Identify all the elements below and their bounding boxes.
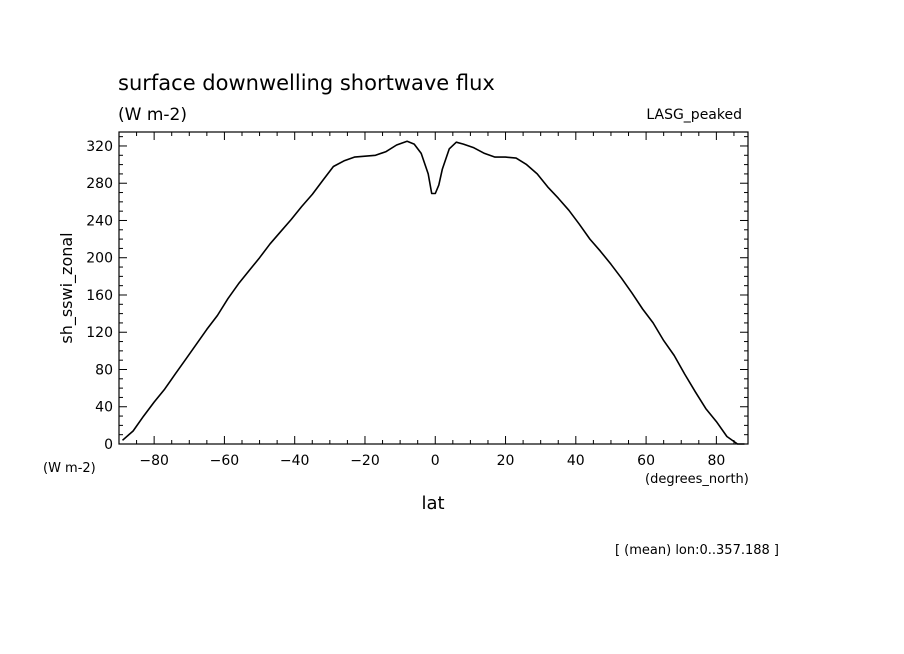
y-tick-label: 40: [95, 400, 113, 416]
axis-ticks: [119, 132, 748, 445]
y-tick-label: 120: [86, 325, 113, 341]
footnote: [ (mean) lon:0..357.188 ]: [615, 543, 779, 558]
x-tick-label: −60: [210, 453, 240, 469]
y-tick-label: 200: [86, 251, 113, 267]
x-tick-label: −20: [350, 453, 380, 469]
y-tick-labels: 0 40 80 120 160 200 240 280 320: [86, 139, 113, 453]
x-tick-label: −40: [280, 453, 310, 469]
y-tick-label: 320: [86, 139, 113, 155]
x-axis-units: (degrees_north): [645, 472, 749, 487]
x-tick-labels: −80 −60 −40 −20 0 20 40 60 80: [139, 453, 725, 469]
x-axis-label: lat: [421, 493, 444, 514]
x-tick-label: −80: [139, 453, 169, 469]
x-tick-label: 0: [431, 453, 440, 469]
dataset-label: LASG_peaked: [646, 107, 742, 123]
x-tick-label: 60: [637, 453, 655, 469]
y-tick-label: 160: [86, 288, 113, 304]
series-line: [121, 140, 745, 445]
x-tick-label: 40: [567, 453, 585, 469]
chart-units-subtitle: (W m-2): [118, 105, 187, 125]
y-tick-label: 0: [104, 437, 113, 453]
chart-title: surface downwelling shortwave flux: [118, 71, 495, 95]
y-tick-label: 240: [86, 213, 113, 229]
x-tick-label: 20: [497, 453, 515, 469]
plot-frame: [118, 131, 749, 445]
y-axis-label: sh_sswi_zonal: [57, 232, 77, 343]
x-tick-label: 80: [707, 453, 725, 469]
y-axis-units: (W m-2): [43, 461, 96, 476]
y-tick-label: 280: [86, 176, 113, 192]
y-tick-label: 80: [95, 362, 113, 378]
